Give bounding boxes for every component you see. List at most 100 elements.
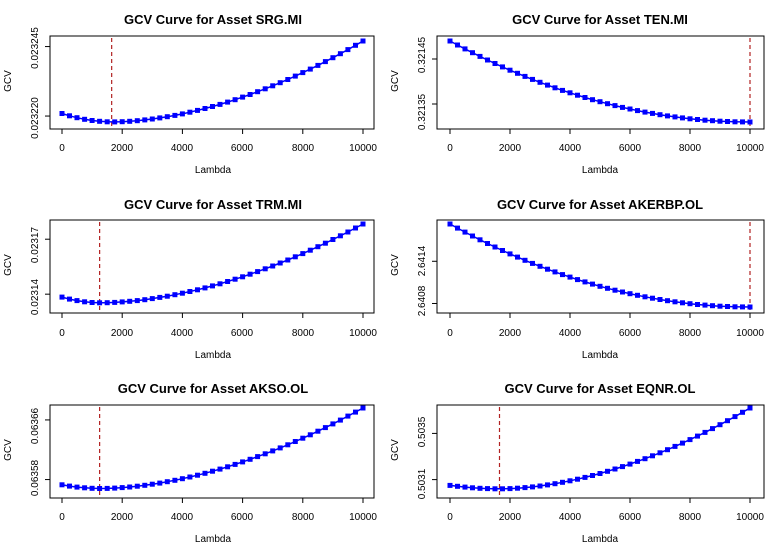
gcv-point — [112, 119, 118, 125]
gcv-point — [315, 244, 321, 250]
gcv-point — [322, 425, 328, 431]
x-tick-label: 10000 — [736, 143, 764, 154]
x-tick-label: 8000 — [679, 328, 702, 339]
gcv-point — [462, 46, 468, 52]
gcv-point — [537, 483, 543, 489]
gcv-point — [300, 251, 306, 257]
x-tick-label: 0 — [59, 143, 65, 154]
gcv-series-line — [449, 223, 751, 308]
gcv-point — [545, 82, 550, 88]
plot-area-5 — [45, 404, 375, 503]
gcv-point — [717, 303, 723, 309]
x-tick-label: 8000 — [679, 143, 702, 154]
gcv-point — [345, 229, 351, 235]
gcv-series-line — [61, 407, 364, 490]
gcv-point — [485, 241, 490, 246]
gcv-point — [164, 293, 170, 299]
gcv-point — [665, 113, 670, 119]
gcv-point — [59, 482, 65, 488]
x-tick-label: 4000 — [171, 512, 194, 523]
gcv-point — [507, 251, 513, 257]
gcv-point — [119, 299, 125, 305]
gcv-point — [360, 221, 366, 227]
y-tick-label: 0.06358 — [30, 459, 41, 496]
gcv-point — [612, 466, 618, 472]
chart-panel-eqnr-ol: GCV Curve for Asset EQNR.OL Lambda GCV 0… — [390, 381, 764, 545]
gcv-point — [232, 97, 238, 103]
gcv-point — [687, 116, 693, 122]
plot-area-1 — [45, 35, 375, 134]
x-tick-label: 6000 — [619, 512, 642, 523]
y-axis-label: GCV — [390, 70, 401, 92]
y-axis-label: GCV — [3, 70, 14, 92]
gcv-point — [597, 471, 603, 476]
gcv-point — [247, 271, 253, 277]
gcv-point — [247, 92, 253, 97]
gcv-point — [255, 89, 261, 95]
gcv-point — [447, 482, 453, 488]
gcv-point — [717, 118, 723, 124]
gcv-point — [657, 297, 663, 302]
gcv-point — [225, 279, 231, 284]
gcv-point — [695, 433, 700, 439]
gcv-point — [695, 117, 700, 122]
gcv-point — [605, 101, 610, 107]
gcv-point — [232, 461, 238, 467]
plot-frame — [49, 219, 375, 314]
gcv-point — [500, 64, 505, 70]
gcv-point — [292, 439, 298, 444]
y-tick-label: 0.5035 — [417, 416, 428, 447]
gcv-point — [590, 97, 595, 103]
gcv-point — [270, 448, 276, 454]
gcv-point — [142, 297, 148, 303]
plot-layer — [45, 35, 765, 503]
gcv-point — [552, 269, 558, 275]
gcv-point — [97, 486, 103, 491]
x-axis-label: Lambda — [582, 534, 619, 545]
gcv-point — [195, 287, 200, 293]
x-tick-label: 4000 — [171, 328, 194, 339]
gcv-point — [240, 94, 246, 100]
gcv-point — [247, 456, 253, 462]
gcv-point — [337, 51, 343, 57]
gcv-point — [330, 421, 336, 427]
gcv-point — [127, 298, 133, 304]
y-axis-label: GCV — [390, 439, 401, 461]
gcv-point — [695, 302, 700, 307]
gcv-point — [642, 456, 648, 462]
gcv-point — [210, 468, 215, 474]
gcv-point — [360, 38, 366, 44]
x-tick-label: 2000 — [499, 143, 522, 154]
gcv-point — [277, 445, 283, 451]
chart-panel-akso-ol: GCV Curve for Asset AKSO.OL Lambda GCV 0… — [3, 381, 377, 545]
gcv-point — [164, 479, 170, 485]
x-tick-label: 0 — [59, 512, 65, 523]
gcv-point — [642, 294, 648, 300]
gcv-point — [740, 409, 745, 415]
gcv-point — [300, 70, 306, 76]
chart-title: GCV Curve for Asset TEN.MI — [512, 12, 688, 27]
gcv-point — [560, 272, 565, 278]
gcv-point — [672, 114, 678, 120]
x-axis-label: Lambda — [195, 534, 232, 545]
gcv-point — [635, 108, 640, 114]
gcv-point — [552, 481, 558, 487]
gcv-point — [590, 281, 595, 287]
gcv-point — [545, 482, 550, 488]
gcv-point — [455, 483, 460, 489]
y-tick-label: 0.02317 — [30, 226, 41, 263]
gcv-point — [680, 300, 685, 306]
gcv-point — [225, 99, 231, 105]
y-tick-label: 0.023245 — [30, 27, 41, 69]
chart-panel-akerbp-ol: GCV Curve for Asset AKERBP.OL Lambda GCV… — [390, 197, 764, 361]
gcv-point — [262, 86, 268, 92]
plot-area-6 — [432, 404, 765, 503]
gcv-point — [97, 118, 103, 124]
y-tick-label: 0.023220 — [30, 97, 41, 139]
gcv-series-line — [449, 407, 751, 490]
x-tick-label: 4000 — [559, 328, 582, 339]
x-tick-label: 4000 — [559, 143, 582, 154]
gcv-point — [582, 95, 588, 100]
